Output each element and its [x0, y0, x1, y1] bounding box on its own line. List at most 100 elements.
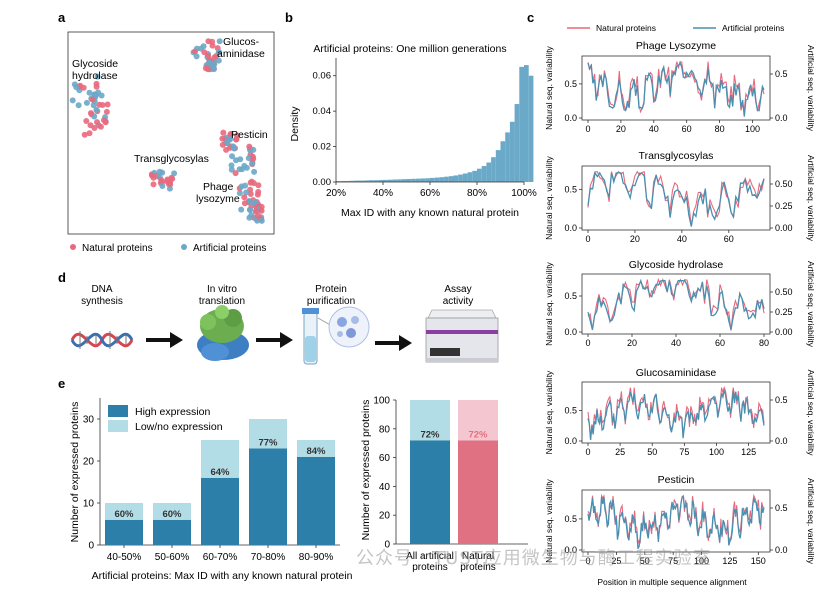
variability-ytick-left-label: 0.5	[564, 291, 577, 301]
legend-low-swatch	[108, 420, 128, 432]
workflow-step-label: DNA synthesis	[81, 284, 123, 307]
hist-bar	[392, 179, 398, 182]
variability-chart-frame	[581, 489, 771, 553]
legend-natural-dot	[70, 244, 76, 250]
hist-bar	[430, 177, 435, 182]
variability-xtick-label: 75	[679, 447, 689, 457]
variability-ytick-left-label: 0.5	[564, 79, 577, 89]
variability-xtick-label: 40	[671, 338, 681, 348]
hist-bar	[368, 180, 374, 182]
bar-percent-label: 72%	[468, 429, 488, 440]
cluster-label-glycoside: Glycoside hydrolase	[72, 58, 118, 82]
embedding-point	[201, 49, 208, 56]
variability-chart-title: Pesticin	[658, 474, 695, 486]
artificial-variability-line	[587, 61, 765, 117]
embedding-point	[91, 91, 98, 98]
hist-bar	[448, 176, 454, 182]
embedding-point	[193, 53, 200, 60]
bar-high-expression	[297, 456, 335, 545]
hist-xlabel: Max ID with any known natural protein	[341, 207, 519, 219]
variability-chart: Transglycosylas 0 20 40 60 0.0 0.5 0.00 0.25 0.50…	[544, 150, 816, 244]
embedding-point	[210, 66, 217, 73]
embedding-point	[219, 135, 226, 142]
variability-ytick-left-label: 0.0	[564, 113, 577, 123]
variability-chart: Phage Lysozyme 0 20 40 60 80 100 0.0 0.5 0.0 0.5 Na…	[544, 40, 816, 134]
embedding-point	[255, 182, 262, 189]
variability-xtick-label: 80	[759, 338, 769, 348]
variability-ytick-left-label: 0.5	[564, 405, 577, 415]
workflow-step-label: Assay activity	[443, 284, 474, 307]
variability-chart-frame	[581, 55, 771, 121]
hist-ylabel: Density	[289, 106, 301, 142]
panel-label-b: b	[285, 10, 293, 25]
variability-xtick-label: 20	[630, 234, 640, 244]
variability-xtick-label: 25	[611, 556, 621, 566]
variability-xtick-label: 60	[682, 124, 692, 134]
purification-tube-icon	[302, 306, 370, 365]
bar-high-expression	[105, 519, 143, 545]
hist-bar	[514, 104, 520, 182]
variability-chart-frame	[581, 165, 771, 231]
embedding-point	[165, 181, 172, 187]
variability-xtick-label: 40	[677, 234, 687, 244]
variability-ytick-right-label: 0.0	[775, 545, 788, 555]
arrow-icon	[375, 335, 412, 351]
variability-xtick-label: 150	[751, 556, 766, 566]
variability-ytick-right-label: 0.0	[775, 113, 788, 123]
embedding-point	[252, 208, 259, 215]
variability-xtick-label: 50	[640, 556, 650, 566]
variability-chart: Glucosaminidase 0 25 50 75 100 125 0.0 0.5 0.0 0.5…	[544, 367, 816, 457]
embedding-point	[94, 73, 101, 80]
embedding-point	[101, 117, 107, 124]
bar-high-expression	[249, 448, 287, 545]
embedding-point	[83, 99, 90, 106]
hist-bar	[477, 168, 482, 182]
workflow-step-label: In vitro translation	[199, 284, 245, 307]
hist-bar	[383, 179, 388, 182]
arrow-icon	[256, 332, 293, 348]
hist-bar	[500, 141, 506, 182]
hist-bar	[340, 180, 346, 182]
panel-c-variability: Natural proteins Artificial proteins Pha…	[544, 23, 816, 587]
embedding-point	[258, 203, 265, 210]
variability-right-axis-label: Artificial seq. variability	[806, 261, 816, 348]
embedding-point	[220, 129, 227, 136]
hist-bar	[495, 150, 501, 182]
hist-xtick-label: 80%	[467, 188, 487, 199]
legend-artificial-dot	[181, 244, 187, 250]
embedding-point	[86, 89, 93, 96]
embedding-point	[192, 48, 198, 55]
hist-bar	[354, 180, 360, 182]
bar-percent-label: 72%	[420, 429, 440, 440]
embedding-point	[80, 84, 87, 91]
panel-d-workflow: DNA synthesis In vitro translation Protein pu…	[70, 284, 499, 365]
hist-ytick-label: 0.02	[313, 142, 332, 153]
variability-chart: Pesticin 0 25 50 75 100 125 150 0.0 0.5 0.0 0.5 Natu…	[544, 474, 816, 566]
variability-right-axis-label: Artificial seq. variability	[806, 45, 816, 132]
embedding-point	[103, 108, 110, 115]
embedding-point	[245, 155, 252, 162]
embedding-point	[241, 200, 248, 207]
embedding-point	[247, 207, 254, 213]
hist-bar	[359, 180, 365, 182]
hist-bar	[378, 180, 383, 182]
panel-label-d: d	[58, 270, 66, 285]
embedding-point	[149, 172, 155, 179]
hist-bar	[509, 121, 515, 182]
embedding-point	[94, 119, 100, 126]
panel-a-embedding: Glycoside hydrolase Glucos-aminidase Tran…	[67, 31, 275, 254]
embedding-point	[86, 130, 93, 137]
variability-ytick-right-label: 0.5	[775, 69, 788, 79]
ribosome-icon	[197, 305, 249, 361]
variability-ytick-right-label: 0.25	[775, 307, 793, 317]
artificial-variability-line	[587, 278, 765, 330]
hist-xtick-label: 100%	[511, 188, 537, 199]
bar-low-expression	[153, 503, 191, 520]
cluster-label-glucosaminidase: Glucos-aminidase	[217, 36, 265, 60]
embedding-point	[168, 174, 175, 181]
variability-xtick-label: 40	[649, 124, 659, 134]
legend-artificial-label: Artificial proteins	[193, 243, 266, 254]
variability-xtick-label: 0	[585, 556, 590, 566]
arrow-icon	[146, 332, 183, 348]
embedding-point	[158, 177, 165, 183]
